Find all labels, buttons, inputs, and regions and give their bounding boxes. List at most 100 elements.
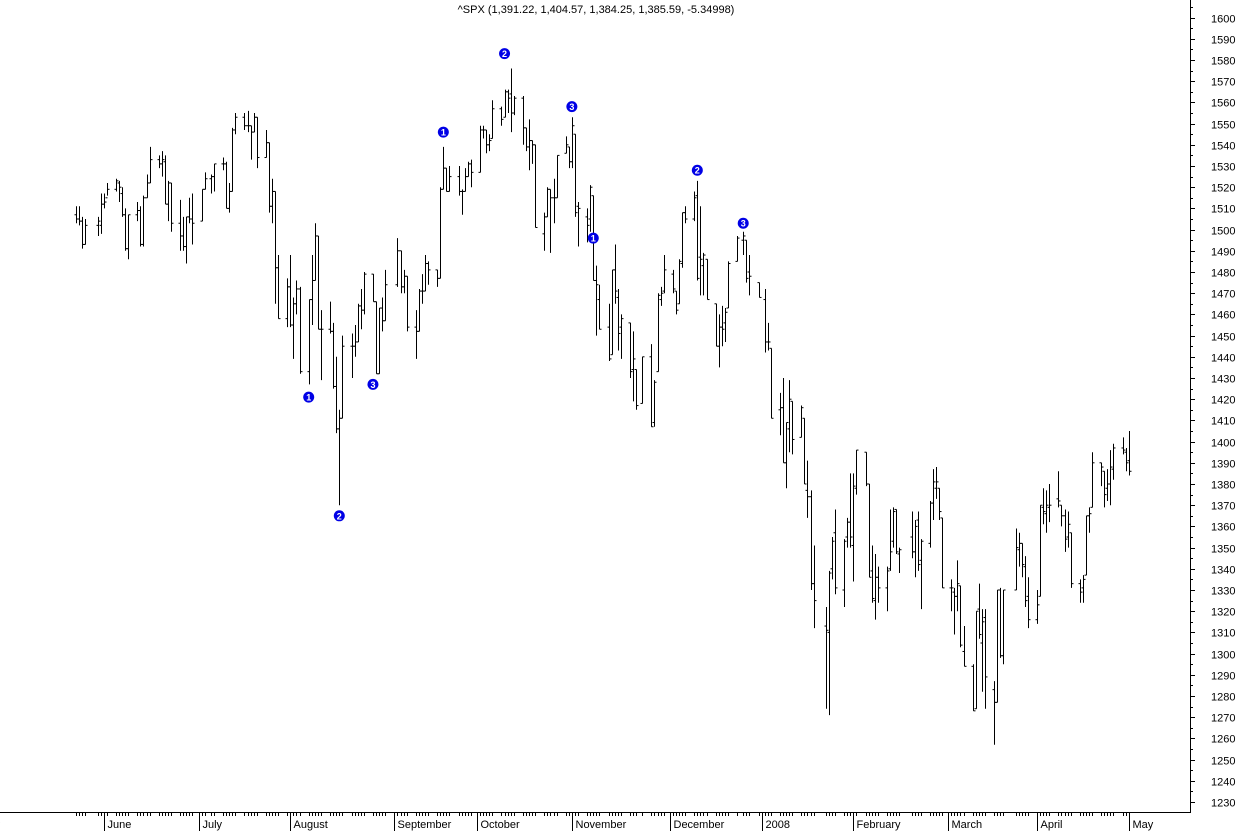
ohlc-bar <box>350 333 355 378</box>
y-tick-label: 1380 <box>1211 480 1235 492</box>
ohlc-bar <box>1105 469 1110 501</box>
ohlc-bar <box>548 188 553 253</box>
y-tick-label: 1390 <box>1211 459 1235 471</box>
ohlc-bar <box>940 517 945 589</box>
ohlc-bar <box>851 473 856 582</box>
ohlc-bar <box>763 288 768 353</box>
ohlc-bar <box>910 511 915 559</box>
ohlc-bar <box>1023 556 1028 607</box>
ohlc-bar <box>1078 579 1083 603</box>
ohlc-bar <box>102 193 107 209</box>
ohlc-bar <box>105 182 110 199</box>
ohlc-bar <box>80 216 85 249</box>
ohlc-bar <box>931 469 936 521</box>
ohlc-bar <box>919 539 924 610</box>
ohlc-bar <box>126 214 131 260</box>
ohlc-bar <box>995 589 1000 703</box>
ohlc-bar <box>781 378 786 464</box>
ohlc-bar <box>656 293 661 373</box>
ohlc-bar <box>291 297 296 359</box>
ohlc-bar <box>1102 470 1107 508</box>
ohlc-bar <box>662 255 667 294</box>
ohlc-bar <box>423 255 428 292</box>
ohlc-bar <box>395 238 400 287</box>
ohlc-bar <box>533 144 538 228</box>
ohlc-bar <box>447 166 452 192</box>
ohlc-bar <box>1066 511 1071 548</box>
ohlc-bar <box>356 303 361 343</box>
ohlc-bar <box>1127 431 1132 476</box>
wave-label-text: 2 <box>337 511 342 521</box>
ohlc-bar <box>331 322 336 389</box>
ohlc-bar <box>934 467 939 499</box>
ohlc-bar <box>288 255 293 328</box>
ohlc-bar <box>723 308 728 342</box>
ohlc-bar <box>717 314 722 368</box>
ohlc-bar <box>958 585 963 648</box>
y-tick-label: 1490 <box>1211 247 1235 259</box>
ohlc-bar <box>438 187 443 279</box>
x-month-label: October <box>481 819 520 831</box>
ohlc-bar <box>123 208 128 251</box>
y-tick-label: 1250 <box>1211 756 1235 768</box>
y-tick-label: 1340 <box>1211 565 1235 577</box>
ohlc-bar <box>769 347 774 419</box>
ohlc-bar <box>1124 447 1129 472</box>
y-tick-label: 1430 <box>1211 374 1235 386</box>
bars-layer <box>74 68 1132 745</box>
ohlc-bar <box>328 301 333 334</box>
ohlc-bar <box>805 460 810 518</box>
ohlc-bar <box>671 269 676 294</box>
ohlc-bar <box>619 314 624 359</box>
ohlc-bar <box>631 331 636 402</box>
ohlc-bar <box>799 405 804 438</box>
ohlc-bar <box>588 185 593 232</box>
ohlc-bar <box>992 681 997 745</box>
ohlc-bar <box>876 566 881 603</box>
ohlc-bar <box>512 96 517 116</box>
wave-label-circle <box>566 101 578 113</box>
ohlc-bar <box>166 180 171 222</box>
ohlc-bar <box>628 322 633 378</box>
ohlc-bar <box>402 269 407 294</box>
ohlc-bar <box>1056 471 1061 508</box>
y-tick-label: 1540 <box>1211 141 1235 153</box>
ohlc-bar <box>974 610 979 710</box>
ohlc-bar <box>998 587 1003 658</box>
ohlc-bar <box>573 133 578 217</box>
y-tick-label: 1300 <box>1211 650 1235 662</box>
ohlc-bar <box>444 167 449 192</box>
ohlc-bar <box>184 216 189 264</box>
wave-label-1: 1 <box>303 391 315 403</box>
x-month-label: March <box>952 819 983 831</box>
wave-label-text: 3 <box>741 219 746 229</box>
ohlc-bar <box>790 400 795 455</box>
y-axis: 1230 1240 1250 1260 1270 1280 1290 1300 1310 1320… <box>1190 0 1235 812</box>
wave-label-circle <box>303 391 315 403</box>
ohlc-bar <box>735 235 740 262</box>
ohlc-bar <box>487 134 492 152</box>
ohlc-bar <box>555 154 560 199</box>
y-tick-label: 1580 <box>1211 56 1235 68</box>
wave-labels-layer: 1 2 3 1 2 3 1 2 3 <box>303 48 749 522</box>
ohlc-bar <box>135 202 140 222</box>
ohlc-bar <box>585 208 590 243</box>
ohlc-bar <box>267 142 272 213</box>
ohlc-bar <box>570 117 575 169</box>
wave-label-1: 1 <box>587 232 599 244</box>
ohlc-bar <box>567 146 572 169</box>
ohlc-bar <box>833 509 838 595</box>
ohlc-bar <box>96 216 101 236</box>
y-tick-label: 1570 <box>1211 77 1235 89</box>
y-tick-label: 1560 <box>1211 98 1235 110</box>
ohlc-bar <box>212 163 217 192</box>
ohlc-bar <box>701 252 706 296</box>
x-month-label: 2008 <box>766 819 790 831</box>
ohlc-bar <box>928 500 933 548</box>
ohlc-bar <box>1059 504 1064 527</box>
ohlc-bar <box>1026 577 1031 629</box>
ohlc-bar <box>802 417 807 485</box>
ohlc-bar <box>576 202 581 247</box>
wave-label-3: 3 <box>566 101 578 113</box>
ohlc-bar <box>294 280 299 315</box>
